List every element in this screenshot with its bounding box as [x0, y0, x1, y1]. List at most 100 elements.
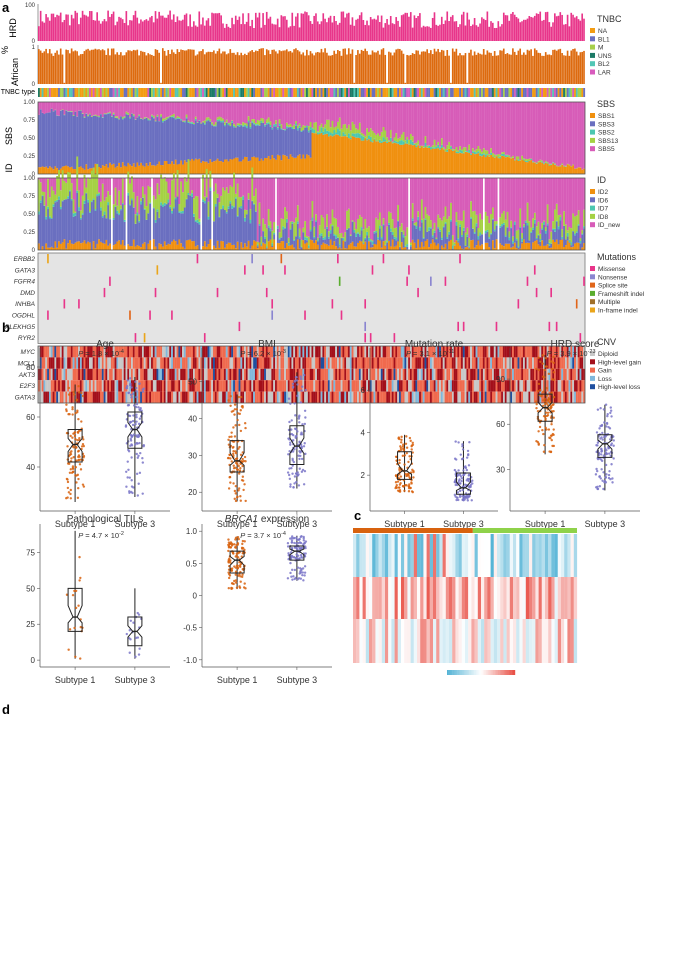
id-segment — [169, 178, 172, 205]
sbs-segment — [318, 132, 321, 135]
id-segment — [149, 240, 152, 250]
id-segment — [130, 198, 133, 201]
sbs-segment — [362, 102, 365, 135]
cnv-cell — [234, 368, 237, 381]
african-bar — [56, 50, 58, 84]
sbs-segment — [165, 161, 168, 174]
id-segment — [528, 240, 531, 243]
tnbc-cell — [180, 88, 183, 97]
id-segment — [48, 178, 51, 198]
sbs-segment — [185, 118, 188, 163]
cnv-cell — [355, 368, 358, 381]
sbs-segment — [116, 118, 119, 167]
sbs-segment — [309, 129, 312, 158]
cnv-cell — [39, 380, 42, 392]
african-bar — [81, 53, 84, 84]
sbs-segment — [231, 102, 234, 121]
sbs-segment — [121, 119, 124, 163]
sbs-segment — [378, 142, 381, 174]
cnv-cell — [65, 380, 68, 392]
tnbc-cell — [502, 88, 505, 97]
id-segment — [581, 234, 584, 248]
id-segment — [433, 230, 436, 233]
sbs-segment — [220, 102, 223, 118]
id-segment — [515, 240, 518, 249]
cnv-cell — [269, 380, 272, 392]
african-bar — [109, 55, 111, 84]
id-segment — [202, 246, 205, 250]
tnbc-cell — [267, 88, 270, 97]
id-segment — [433, 178, 436, 223]
id-segment — [129, 204, 132, 206]
mutation-mark — [517, 299, 520, 309]
cnv-cell — [50, 357, 53, 369]
hrd-bar — [214, 13, 217, 41]
sbs-segment — [404, 143, 407, 174]
cnv-cell — [216, 380, 219, 392]
cnv-cell — [475, 357, 478, 369]
cnv-cell — [156, 357, 159, 369]
sbs-segment — [413, 143, 416, 145]
hrd-bar — [502, 12, 505, 41]
tnbc-cell — [244, 88, 246, 97]
sbs-segment — [583, 168, 586, 174]
tnbc-cell — [147, 88, 150, 97]
sbs-segment — [386, 102, 389, 138]
id-segment — [74, 242, 77, 250]
id-segment — [521, 238, 524, 242]
id-segment — [349, 243, 352, 250]
id-segment — [400, 242, 403, 250]
cnv-cell — [68, 346, 71, 358]
sbs-segment — [455, 102, 458, 148]
id-segment — [180, 213, 183, 244]
sbs-segment — [50, 102, 53, 109]
id-segment — [329, 233, 332, 240]
id-segment — [524, 221, 527, 223]
cnv-cell — [41, 357, 44, 369]
id-segment — [519, 226, 522, 228]
cnv-cell — [285, 380, 288, 392]
cnv-cell — [566, 368, 569, 381]
cnv-cell — [258, 368, 261, 381]
cnv-cell — [523, 368, 525, 381]
sbs-segment — [461, 149, 463, 151]
cnv-cell — [163, 357, 166, 369]
id-segment — [548, 248, 551, 250]
african-bar — [369, 54, 372, 84]
tnbc-cell — [52, 88, 55, 97]
sbs-segment — [406, 136, 409, 140]
id-segment — [174, 197, 177, 200]
id-segment — [519, 227, 522, 249]
hrd-bar — [187, 26, 190, 41]
hrd-bar — [337, 24, 339, 41]
african-bar — [249, 51, 252, 84]
sbs-segment — [393, 140, 396, 143]
id-segment — [413, 222, 416, 225]
id-segment — [236, 183, 239, 216]
african-bar — [570, 50, 573, 84]
sbs-segment — [293, 102, 296, 125]
sbs-tick-label: 0.50 — [23, 136, 35, 142]
sbs-segment — [160, 165, 163, 174]
african-bar — [574, 48, 576, 84]
sbs-segment — [285, 126, 288, 129]
african-bar — [67, 50, 69, 84]
cnv-cell — [486, 357, 489, 369]
id-segment — [176, 170, 179, 197]
sbs-segment — [304, 127, 307, 159]
id-segment — [63, 180, 66, 200]
sbs-segment — [269, 121, 272, 126]
id-segment — [420, 222, 423, 242]
id-segment — [295, 178, 298, 218]
tnbc-cell — [45, 88, 48, 97]
id-segment — [402, 178, 405, 231]
id-segment — [313, 236, 316, 239]
id-segment — [76, 192, 79, 242]
cnv-cell — [172, 368, 175, 381]
hrd-bar — [222, 23, 224, 41]
id-segment — [391, 231, 394, 236]
tnbc-cell — [72, 88, 75, 97]
cnv-cell — [227, 357, 230, 369]
cnv-cell — [67, 346, 70, 358]
sbs-segment — [435, 102, 438, 146]
